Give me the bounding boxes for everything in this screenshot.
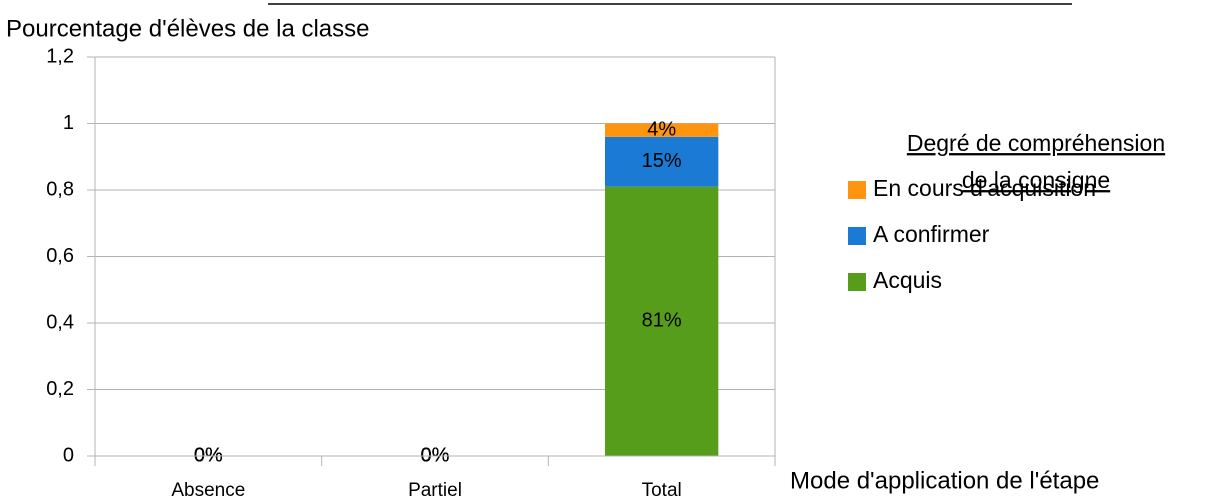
bar-segment (605, 123, 719, 137)
x-axis-label: Mode d'application de l'étape (790, 467, 1099, 494)
data-label: 0% (194, 444, 223, 466)
data-label: 4% (647, 118, 676, 140)
legend-label: Acquis (873, 267, 942, 293)
bar-segment (605, 136, 719, 187)
data-label: 0% (421, 444, 450, 466)
y-tick-label: 1 (63, 112, 74, 134)
legend-swatch (848, 273, 866, 291)
legend-label: A confirmer (873, 221, 990, 247)
y-tick-label: 0 (63, 444, 74, 466)
legend-title: de la consigne (962, 167, 1110, 193)
data-label: 15% (642, 150, 682, 172)
y-tick-label: 0,6 (46, 245, 74, 267)
legend-swatch (848, 227, 866, 245)
data-label: 0% (194, 444, 223, 466)
legend-title: Degré de compréhension (907, 130, 1165, 156)
y-tick-label: 0,8 (46, 178, 74, 200)
x-tick-label: Absence (171, 480, 245, 499)
y-axis-label: Pourcentage d'élèves de la classe (6, 15, 369, 42)
y-tick-label: 1,2 (46, 45, 74, 67)
legend-swatch (848, 181, 866, 199)
data-label: 0% (194, 444, 223, 466)
y-tick-label: 0,4 (46, 311, 74, 333)
bar-segment (605, 186, 719, 457)
data-label: 0% (421, 444, 450, 466)
x-tick-label: Partiel (408, 480, 462, 499)
legend-label: En cours d'acquisition (873, 175, 1096, 201)
data-label: 0% (421, 444, 450, 466)
y-tick-label: 0,2 (46, 378, 74, 400)
data-label: 81% (642, 310, 682, 332)
x-tick-label: Total (642, 480, 682, 499)
